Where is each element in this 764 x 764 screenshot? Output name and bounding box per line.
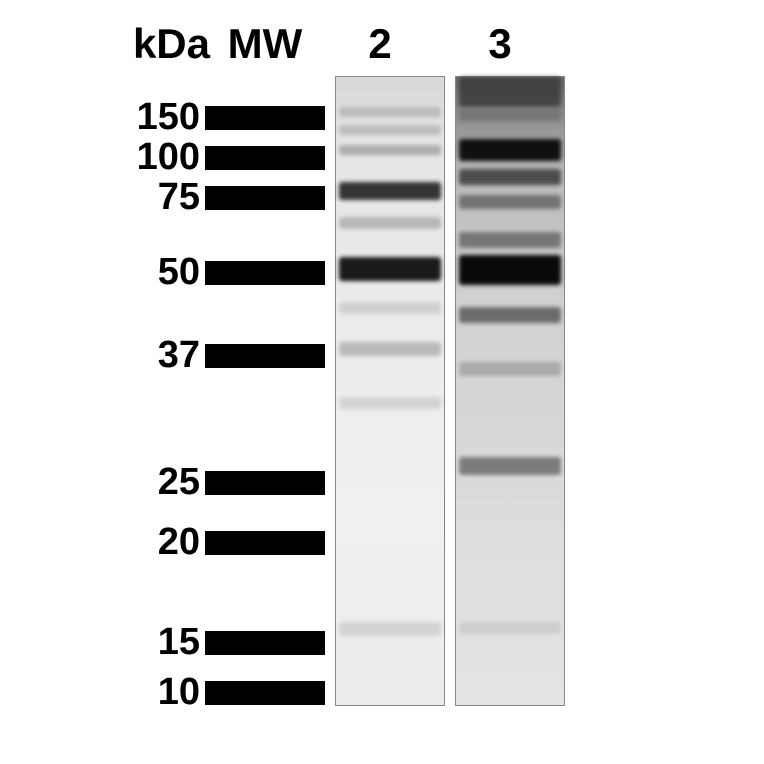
mw-ladder-band <box>205 106 325 130</box>
blot-band <box>339 182 441 200</box>
mw-label: 10 <box>100 671 200 714</box>
mw-label: 75 <box>100 176 200 219</box>
header-lane3-label: 3 <box>440 20 560 68</box>
mw-label: 20 <box>100 521 200 564</box>
blot-band <box>459 195 561 209</box>
blot-band <box>339 302 441 314</box>
lane-3 <box>455 76 565 706</box>
blot-band <box>339 217 441 229</box>
blot-band <box>339 342 441 356</box>
blot-band <box>459 255 561 285</box>
blot-band <box>339 125 441 135</box>
blot-band <box>459 139 561 161</box>
mw-ladder-band <box>205 344 325 368</box>
mw-ladder-band <box>205 681 325 705</box>
mw-label: 25 <box>100 461 200 504</box>
blot-band <box>339 397 441 409</box>
header-kda-label: kDa <box>100 20 210 68</box>
mw-ladder-band <box>205 631 325 655</box>
lane-2-background <box>336 77 444 705</box>
blot-band <box>459 362 561 376</box>
mw-ladder-band <box>205 531 325 555</box>
blot-band <box>339 622 441 636</box>
mw-label: 150 <box>100 96 200 139</box>
header-mw-label: MW <box>210 20 320 68</box>
blot-band <box>459 307 561 323</box>
mw-label: 37 <box>100 334 200 377</box>
western-blot-figure: kDa MW 2 3 15010075 50 37 25 20 15 10 <box>100 20 660 726</box>
blot-band <box>339 257 441 281</box>
mw-label: 15 <box>100 621 200 664</box>
mw-ladder-band <box>205 186 325 210</box>
mw-ladder-band <box>205 146 325 170</box>
blot-area: 15010075 50 37 25 20 15 10 <box>100 76 660 726</box>
blot-band <box>459 232 561 248</box>
blot-band <box>339 107 441 117</box>
lane-2 <box>335 76 445 706</box>
mw-label: 50 <box>100 251 200 294</box>
blot-band <box>459 622 561 634</box>
header-lane2-label: 2 <box>320 20 440 68</box>
mw-label: 100 <box>100 136 200 179</box>
header-row: kDa MW 2 3 <box>100 20 660 68</box>
blot-band <box>459 457 561 475</box>
blot-band <box>459 109 561 121</box>
blot-band <box>459 169 561 185</box>
blot-band <box>339 145 441 155</box>
mw-ladder-band <box>205 261 325 285</box>
mw-ladder-band <box>205 471 325 495</box>
blot-band <box>459 77 561 107</box>
